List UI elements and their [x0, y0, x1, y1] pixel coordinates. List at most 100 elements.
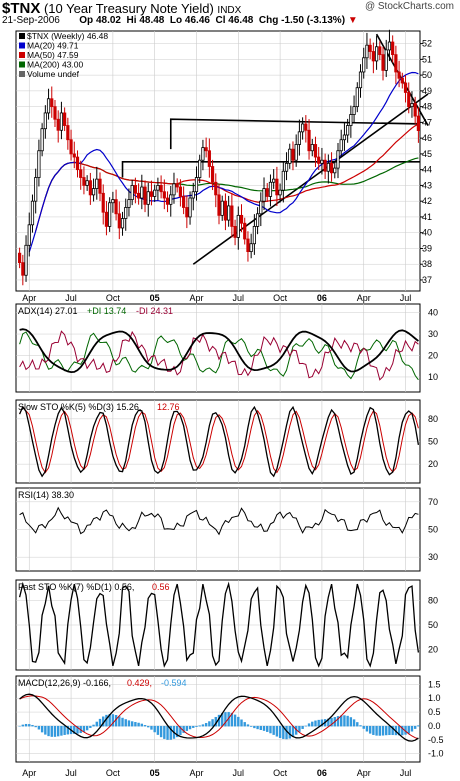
- candle-body: [310, 144, 314, 152]
- candle-body: [185, 207, 189, 218]
- rsi-tick-70: 70: [428, 497, 438, 507]
- candle-body: [268, 181, 273, 197]
- macd-histogram-bar: [291, 725, 295, 737]
- macd-histogram-bar: [307, 723, 311, 727]
- macd-histogram-bar: [285, 725, 288, 740]
- candle-body: [384, 49, 388, 71]
- price-tick-label-38: 38: [422, 259, 432, 269]
- price-tick-label-41: 41: [422, 212, 432, 222]
- macd-histogram-bar: [156, 725, 160, 735]
- slowsto-d-line: [19, 405, 419, 474]
- macd-signal-line: [19, 695, 419, 740]
- candle-body: [365, 44, 369, 59]
- candle-body: [101, 192, 105, 213]
- rsi-tick-50: 50: [428, 525, 438, 535]
- candle-body: [172, 183, 176, 196]
- candle-body: [204, 147, 208, 152]
- macd-histogram-bar: [85, 725, 89, 731]
- rsi-line: [19, 506, 419, 536]
- candle-body: [249, 243, 253, 253]
- macd-histogram-bar: [368, 725, 372, 734]
- quote-summary: 21-Sep-2006 Op 48.02 Hi 48.48 Lo 46.46 C…: [2, 15, 358, 26]
- macd-histogram-bar: [108, 714, 111, 727]
- candle-body: [239, 214, 244, 224]
- macd-histogram-bar: [230, 712, 234, 727]
- adx-panel: [15, 303, 421, 393]
- macd-histogram-bar: [253, 725, 256, 729]
- macd-histogram-bar: [102, 716, 105, 727]
- candle-body: [243, 222, 247, 240]
- macd-histogram-bar: [320, 719, 324, 727]
- plus-di-line: [19, 331, 419, 381]
- macd-histogram-bar: [95, 721, 98, 727]
- candle-body: [304, 123, 308, 131]
- macd-histogram-bar: [118, 716, 121, 727]
- macd-tick-0.5: 0.5: [428, 707, 441, 717]
- macd-histogram-bar: [105, 714, 108, 727]
- macd-histogram-bar: [249, 725, 253, 727]
- candle-body: [46, 98, 51, 114]
- candle-body: [272, 178, 276, 183]
- candle-body: [201, 147, 205, 161]
- candle-body: [394, 54, 398, 73]
- macd-histogram-bar: [204, 723, 208, 727]
- macd-histogram-bar: [278, 725, 282, 738]
- candle-body: [117, 213, 121, 229]
- bottom-axis-x-label-6: Oct: [273, 768, 288, 778]
- candle-body: [53, 106, 57, 120]
- price-tick-label-44: 44: [422, 165, 432, 175]
- candle-body: [108, 202, 112, 227]
- macd-histogram-bar: [137, 722, 140, 727]
- candle-body: [43, 112, 47, 130]
- candle-body: [69, 139, 73, 155]
- candle-body: [153, 189, 157, 197]
- candle-body: [82, 177, 86, 186]
- quote-change: Chg -1.50 (-3.13%): [258, 15, 346, 26]
- macd-histogram-bar: [385, 725, 388, 736]
- macd-histogram-bar: [89, 725, 92, 728]
- faststo-label-0: Fast STO %K(7) %D(1) 0.56,: [18, 582, 134, 592]
- macd-histogram-bar: [298, 725, 301, 732]
- macd-histogram-bar: [124, 719, 127, 727]
- change-arrow-icon: ▼: [347, 15, 358, 26]
- top-axis-x-label-6: Oct: [273, 293, 288, 303]
- macd-histogram-bar: [372, 725, 375, 735]
- macd-histogram-bar: [92, 724, 95, 727]
- candle-body: [262, 188, 266, 202]
- macd-histogram-bar: [237, 716, 240, 727]
- macd-histogram-bar: [224, 712, 227, 727]
- macd-histogram-bar: [57, 725, 60, 737]
- macd-histogram-bar: [179, 725, 182, 736]
- candle-body: [217, 194, 221, 216]
- candle-body: [349, 114, 353, 126]
- macd-histogram-bar: [301, 725, 304, 729]
- macd-histogram-bar: [44, 725, 47, 735]
- macd-line: [19, 693, 419, 742]
- adx-label-1: +DI 13.74: [87, 306, 126, 316]
- price-tick-label-52: 52: [422, 39, 432, 49]
- candle-body: [165, 197, 170, 205]
- candle-body: [352, 106, 356, 115]
- macd-histogram-bar: [378, 725, 381, 736]
- macd-histogram-bar: [66, 725, 70, 735]
- candle-body: [149, 191, 154, 197]
- candle-body: [95, 178, 99, 189]
- macd-histogram-bar: [259, 725, 263, 730]
- candle-body: [98, 178, 102, 194]
- macd-histogram-bar: [397, 725, 401, 736]
- bottom-axis-x-label-3: 05: [150, 768, 160, 778]
- candle-body: [37, 150, 41, 178]
- macd-histogram-bar: [195, 725, 198, 727]
- candle-body: [381, 54, 385, 71]
- macd-histogram-bar: [391, 725, 394, 736]
- macd-histogram-bar: [330, 717, 333, 727]
- rsi-label-0: RSI(14) 38.30: [18, 490, 74, 500]
- price-tick-label-42: 42: [422, 196, 432, 206]
- macd-histogram-bar: [246, 724, 250, 727]
- candle-body: [320, 159, 324, 164]
- macd-histogram-bar: [417, 725, 420, 727]
- candle-body: [407, 92, 411, 108]
- legend-swatch-0: [19, 33, 25, 39]
- stockcharts-watermark[interactable]: @ StockCharts.com: [364, 1, 454, 12]
